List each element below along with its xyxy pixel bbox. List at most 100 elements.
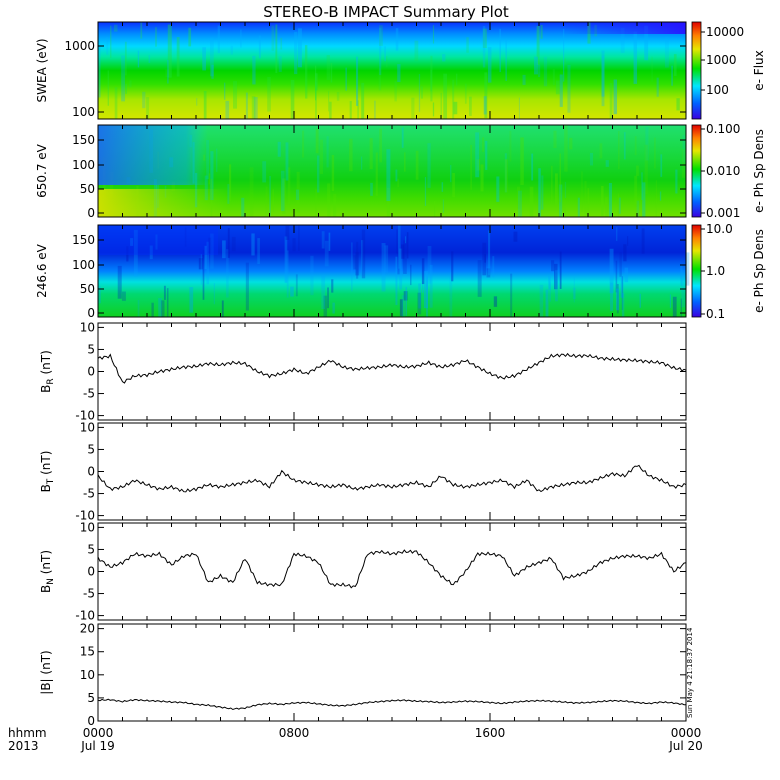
swea-colorbar-tick-label: 10000 xyxy=(706,25,744,39)
pad246-texture xyxy=(292,238,296,252)
pad650-texture xyxy=(282,178,286,214)
pad246-texture xyxy=(189,287,194,313)
swea-texture xyxy=(233,81,238,109)
pad246-texture xyxy=(351,242,353,292)
swea-texture xyxy=(414,40,419,62)
bn-ylabel: BN (nT) xyxy=(39,550,56,593)
pad246-texture xyxy=(245,262,249,311)
br-ytick-label: -10 xyxy=(75,409,95,423)
pad650-texture xyxy=(287,167,291,205)
pad246-texture xyxy=(285,225,290,240)
pad246-texture xyxy=(208,237,212,254)
pad650-texture xyxy=(516,186,521,209)
colorbar-pad246: 10.0 1.0 0.1 e- Ph Sp Dens xyxy=(691,222,766,321)
pad650-texture xyxy=(504,153,507,193)
swea-texture xyxy=(176,37,180,77)
pad246-texture xyxy=(166,288,169,317)
pad650-texture xyxy=(480,164,484,192)
swea-ytick-label: 1000 xyxy=(64,39,95,53)
pad246-texture xyxy=(573,277,575,303)
pad650-texture xyxy=(655,180,657,217)
pad246-texture xyxy=(204,245,207,270)
pad246-texture xyxy=(403,240,407,275)
pad246-texture xyxy=(331,279,334,293)
pad650-texture xyxy=(581,171,583,212)
swea-texture xyxy=(453,101,458,115)
pad246-texture xyxy=(680,298,682,317)
swea-texture xyxy=(534,56,538,75)
pad650-texture xyxy=(584,180,587,217)
swea-texture xyxy=(345,67,347,91)
swea-texture xyxy=(567,64,571,113)
pad246-texture xyxy=(290,286,294,297)
br-frame xyxy=(97,322,687,421)
pad246-texture xyxy=(559,251,562,289)
pad246-texture xyxy=(206,241,210,285)
pad246-texture xyxy=(615,288,620,311)
pad650-texture xyxy=(475,132,480,178)
spectrogram-pad246: 150 100 50 0 246.6 eV xyxy=(35,224,690,320)
pad650-texture xyxy=(654,137,656,169)
pad650-texture xyxy=(541,175,544,210)
swea-texture xyxy=(155,27,157,47)
swea-texture xyxy=(245,92,248,119)
pad246-texture xyxy=(477,260,482,297)
pad246-texture xyxy=(425,273,428,317)
swea-texture xyxy=(146,97,150,119)
swea-texture xyxy=(211,64,214,79)
swea-texture xyxy=(540,24,543,39)
swea-texture xyxy=(165,69,170,78)
bt-ytick-label: 5 xyxy=(87,442,95,456)
pad650-texture xyxy=(644,144,648,194)
swea-texture xyxy=(361,82,365,119)
swea-texture xyxy=(499,28,501,73)
pad246-texture xyxy=(151,302,154,317)
swea-texture xyxy=(443,73,448,119)
pad650-texture xyxy=(681,149,685,178)
pad246-colorbar-tick-label: 10.0 xyxy=(706,222,733,236)
pad246-texture xyxy=(451,251,454,282)
pad650-texture xyxy=(424,177,427,206)
pad246-texture xyxy=(616,283,619,314)
pad650-colorbar-tick-label: 0.100 xyxy=(706,122,740,136)
x-row-label-year: 2013 xyxy=(8,739,39,753)
swea-texture xyxy=(326,55,331,80)
pad650-texture xyxy=(331,155,335,192)
pad650-texture xyxy=(386,187,390,217)
swea-colorbar xyxy=(691,21,702,120)
pad246-texture xyxy=(395,256,398,306)
swea-texture xyxy=(304,45,308,99)
pad650-texture xyxy=(559,184,563,217)
pad650-texture xyxy=(618,131,620,170)
swea-texture xyxy=(543,56,548,87)
swea-texture xyxy=(107,70,109,106)
swea-texture xyxy=(673,54,677,76)
swea-texture xyxy=(203,90,207,119)
panel-bt: 10 5 0 -5 -10 BT (nT) xyxy=(39,420,687,523)
swea-texture xyxy=(482,26,486,68)
swea-texture xyxy=(613,79,618,115)
pad650-texture xyxy=(441,182,444,192)
pad246-texture xyxy=(222,240,226,259)
pad650-texture xyxy=(605,197,608,217)
bt-ytick-label: -10 xyxy=(75,509,95,523)
pad246-texture xyxy=(163,285,166,300)
pad650-ytick-label: 0 xyxy=(87,206,95,220)
pad246-ytick-label: 100 xyxy=(72,258,95,272)
pad650-texture xyxy=(227,184,230,204)
bmag-ytick-label: 5 xyxy=(87,691,95,705)
swea-spectrogram-fill xyxy=(98,22,686,119)
swea-texture xyxy=(349,101,352,119)
bn-ytick-label: -5 xyxy=(83,587,95,601)
pad650-texture xyxy=(559,153,561,203)
pad650-texture xyxy=(277,141,281,157)
pad650-texture xyxy=(520,137,524,185)
pad246-texture xyxy=(213,283,215,305)
bn-ytick-label: 5 xyxy=(87,542,95,556)
swea-texture xyxy=(505,40,507,81)
swea-texture xyxy=(142,91,146,109)
swea-texture xyxy=(315,73,318,91)
swea-texture xyxy=(336,92,340,101)
pad246-texture xyxy=(669,294,671,308)
bmag-ytick-label: 15 xyxy=(80,645,95,659)
